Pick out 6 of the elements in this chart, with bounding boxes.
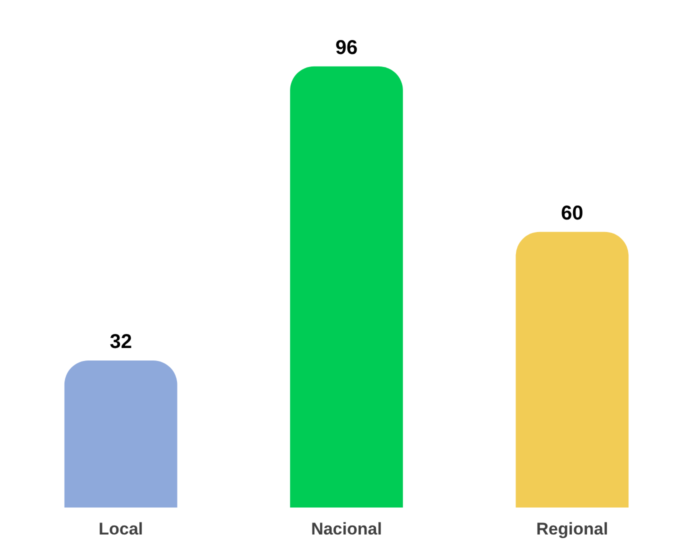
data-label: 96 bbox=[335, 36, 358, 59]
data-label: 32 bbox=[110, 331, 132, 354]
x-tick-label: Regional bbox=[536, 519, 608, 538]
data-label: 60 bbox=[561, 202, 584, 224]
x-tick-label: Nacional bbox=[311, 519, 382, 538]
x-tick-label: Local bbox=[98, 519, 144, 538]
